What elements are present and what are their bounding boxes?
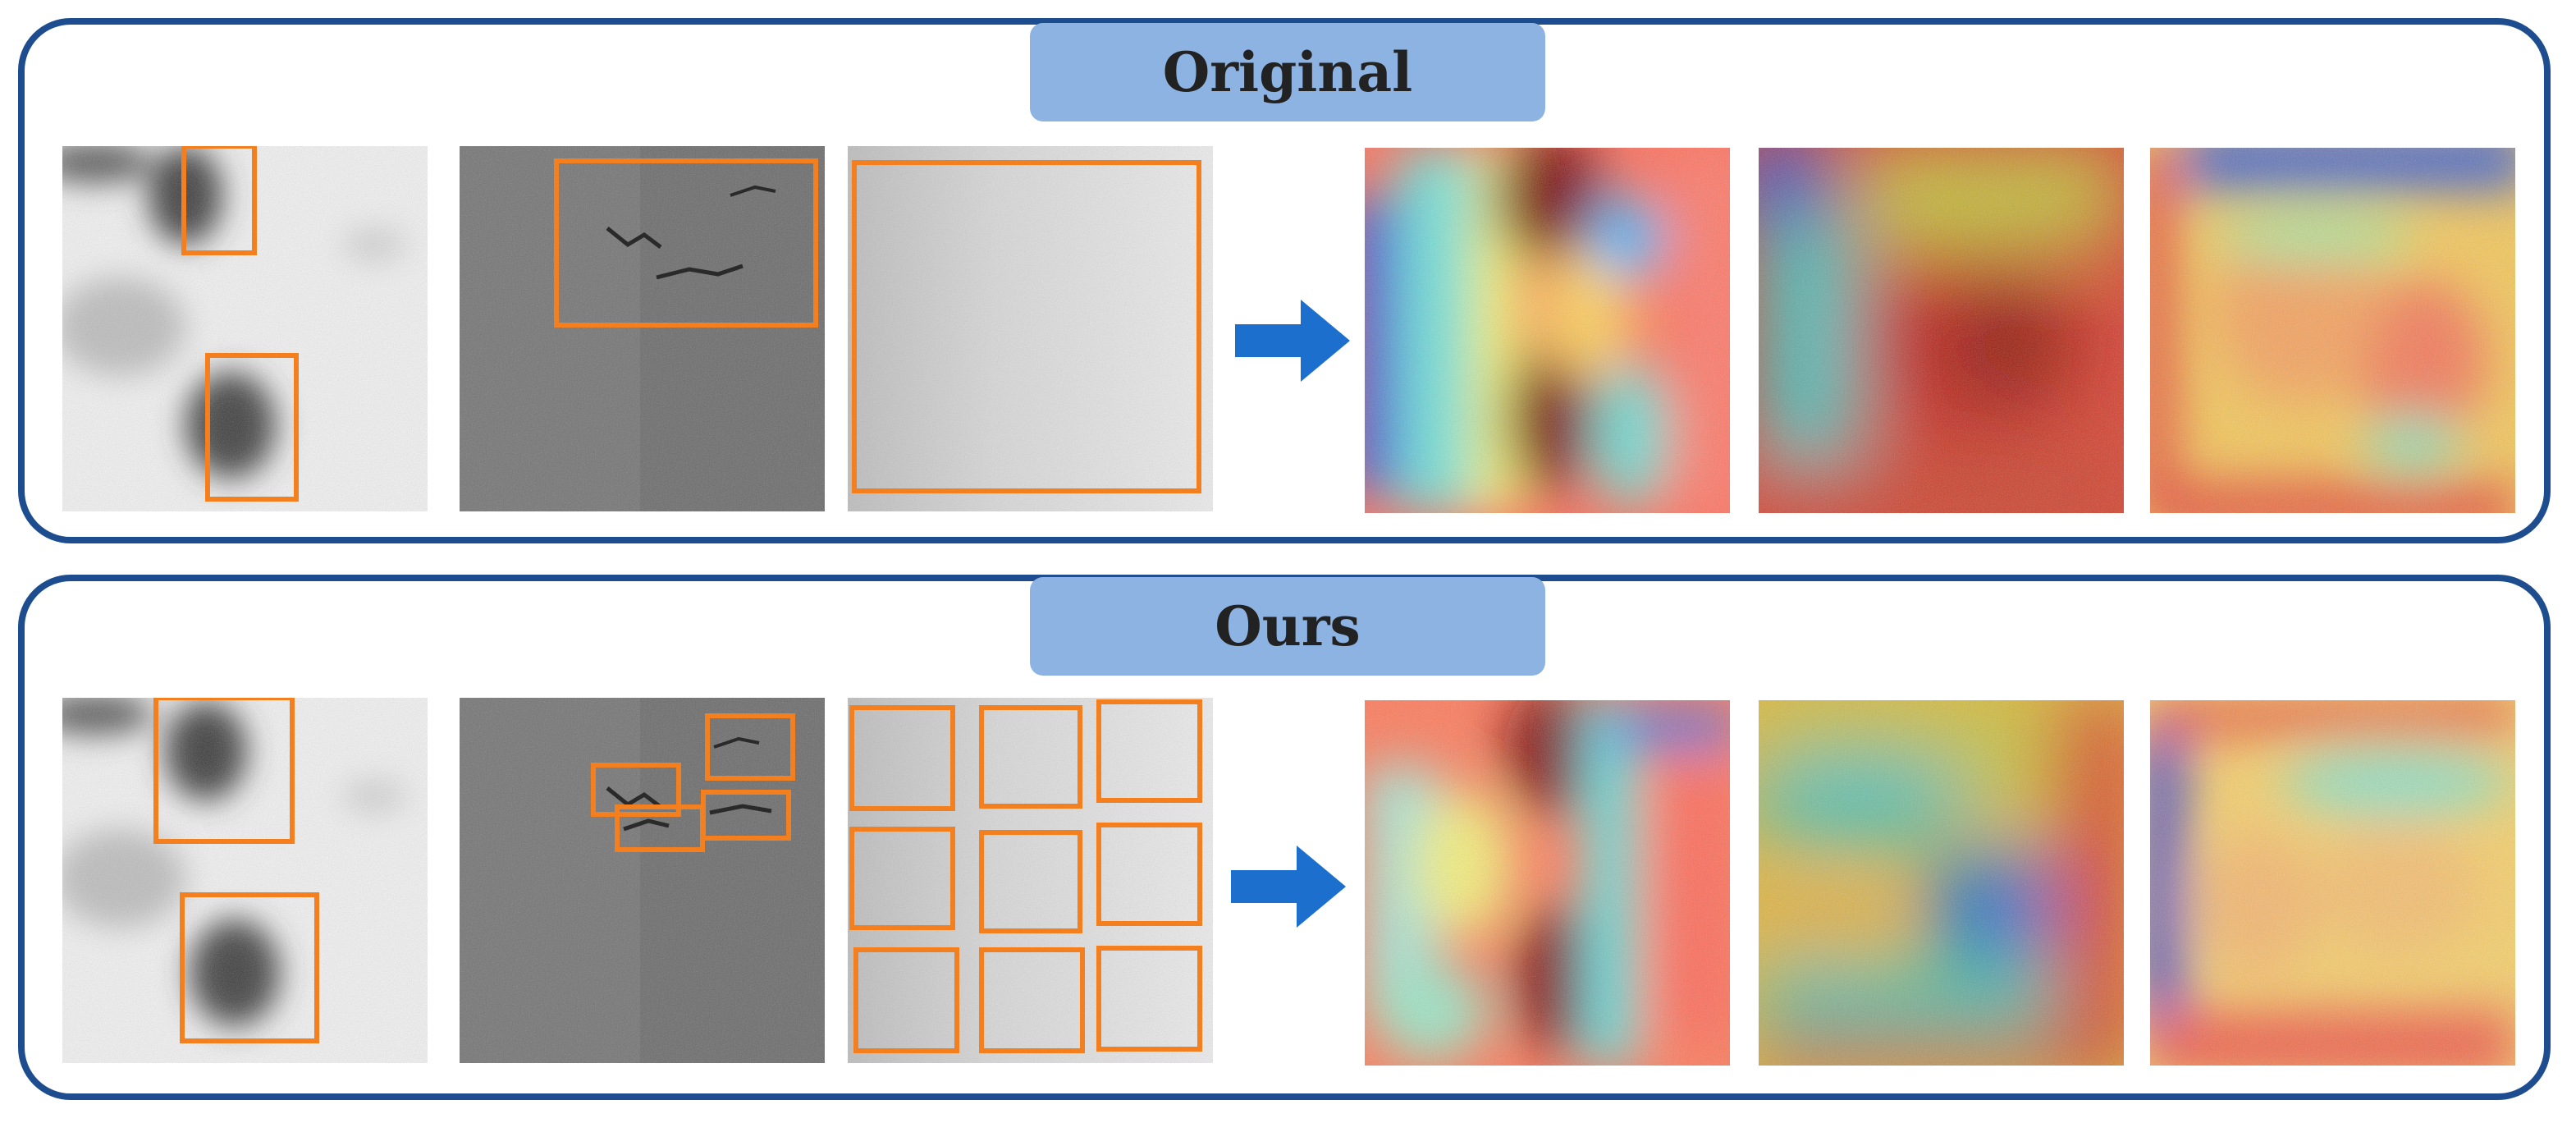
original-panel xyxy=(18,18,2551,543)
original-texture-image xyxy=(848,146,1213,511)
ours-spots-image xyxy=(62,698,428,1063)
original-heatmap-3 xyxy=(2150,148,2515,513)
ours-scratches-image xyxy=(460,698,825,1063)
ours-title: Ours xyxy=(1030,577,1545,676)
ours-heatmap-2 xyxy=(1759,700,2124,1066)
arrow-right-icon xyxy=(1231,296,1354,386)
original-heatmap-2 xyxy=(1759,148,2124,513)
original-scratches-image xyxy=(460,146,825,511)
ours-heatmap-3 xyxy=(2150,700,2515,1066)
ours-texture-image xyxy=(848,698,1213,1063)
ours-heatmap-1 xyxy=(1365,700,1730,1066)
original-heatmap-1 xyxy=(1365,148,1730,513)
arrow-right-icon xyxy=(1227,841,1350,932)
original-spots-image xyxy=(62,146,428,511)
original-title: Original xyxy=(1030,23,1545,121)
